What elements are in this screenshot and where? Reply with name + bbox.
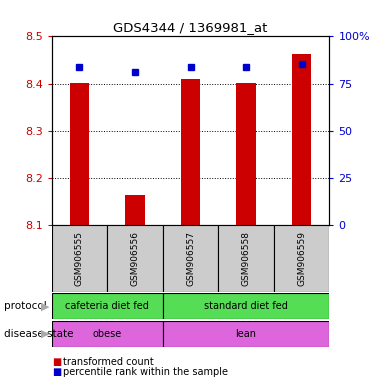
Bar [218, 225, 274, 292]
Text: GSM906559: GSM906559 [297, 231, 306, 286]
Bar [52, 225, 107, 292]
Text: transformed count: transformed count [63, 357, 154, 367]
Text: ▶: ▶ [41, 329, 50, 339]
Text: protocol: protocol [4, 301, 47, 311]
Bar [125, 195, 145, 225]
Text: disease state: disease state [4, 329, 73, 339]
Text: GSM906558: GSM906558 [242, 231, 250, 286]
Bar [163, 321, 329, 347]
Text: percentile rank within the sample: percentile rank within the sample [63, 367, 228, 377]
Bar [70, 83, 89, 225]
Text: cafeteria diet fed: cafeteria diet fed [65, 301, 149, 311]
Title: GDS4344 / 1369981_at: GDS4344 / 1369981_at [113, 21, 268, 34]
Bar [181, 79, 200, 225]
Text: GSM906557: GSM906557 [186, 231, 195, 286]
Text: lean: lean [236, 329, 257, 339]
Text: ■: ■ [52, 357, 61, 367]
Bar [52, 293, 163, 319]
Bar [236, 83, 256, 225]
Text: obese: obese [93, 329, 122, 339]
Text: GSM906556: GSM906556 [131, 231, 139, 286]
Text: GSM906555: GSM906555 [75, 231, 84, 286]
Text: ▶: ▶ [41, 301, 50, 311]
Text: standard diet fed: standard diet fed [204, 301, 288, 311]
Text: ■: ■ [52, 367, 61, 377]
Bar [163, 293, 329, 319]
Bar [52, 321, 163, 347]
Bar [274, 225, 329, 292]
Bar [292, 54, 311, 225]
Bar [163, 225, 218, 292]
Bar [107, 225, 163, 292]
